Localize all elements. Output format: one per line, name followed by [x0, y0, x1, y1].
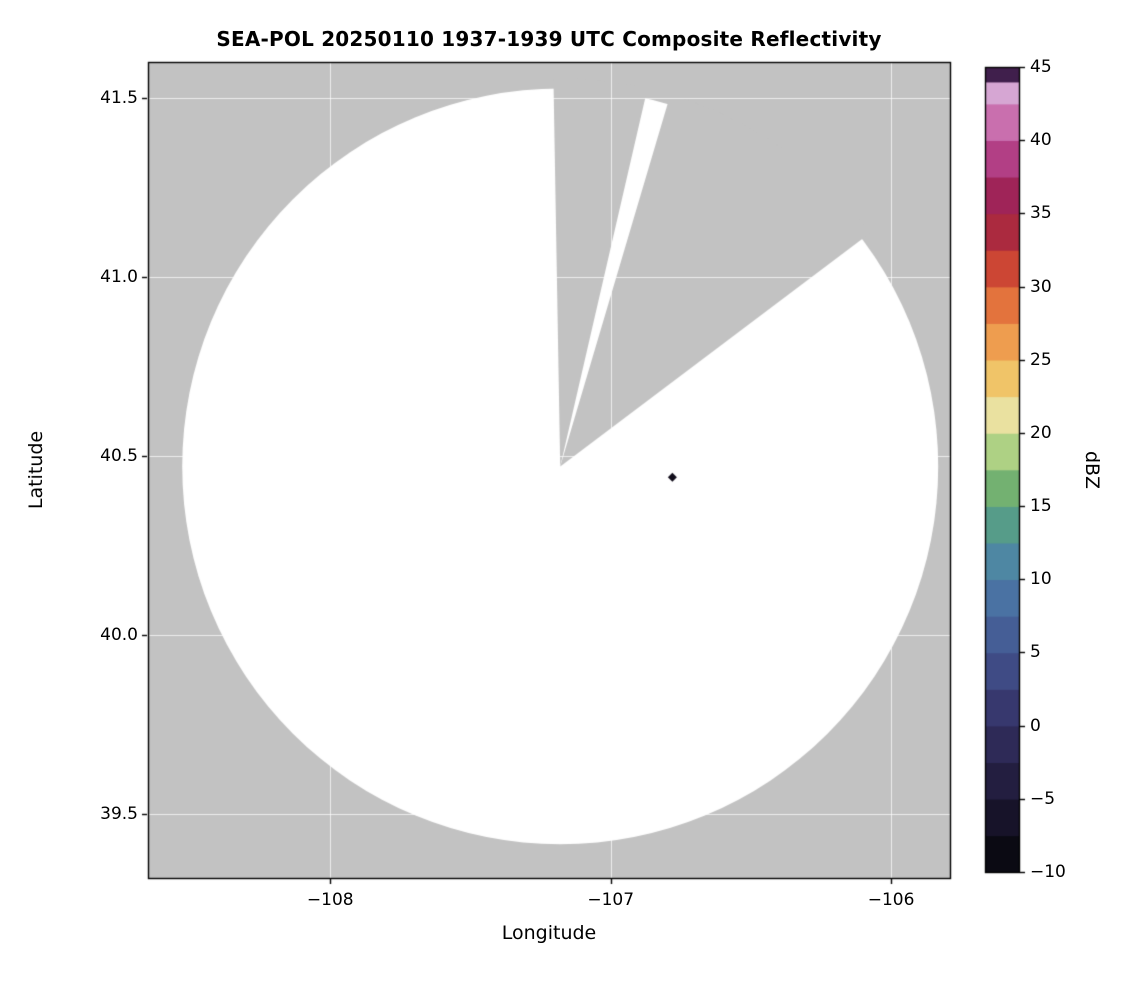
colorbar-tick-label-30: 30 — [1030, 276, 1052, 297]
colorbar-tick-label-40: 40 — [1030, 130, 1052, 151]
colorbar-tick-label-45: 45 — [1030, 57, 1052, 77]
colorbar-tick-label-0: 0 — [1030, 715, 1041, 736]
colorbar-tick-label-10: 10 — [1030, 569, 1052, 590]
colorbar-tick-label--5: −5 — [1030, 788, 1056, 809]
y-tick-label-41.5: 41.5 — [100, 87, 138, 108]
y-axis-label: Latitude — [25, 430, 47, 510]
chart-title: SEA-POL 20250110 1937-1939 UTC Composite… — [216, 27, 882, 51]
y-tick-label-40: 40.0 — [100, 624, 138, 645]
colorbar-tick-label-20: 20 — [1030, 422, 1052, 443]
y-tick-label-41: 41.0 — [100, 266, 138, 287]
colorbar-tick-label-15: 15 — [1030, 496, 1052, 517]
y-tick-label-39.5: 39.5 — [100, 803, 138, 824]
x-tick-label--107: −107 — [587, 890, 635, 910]
x-axis-label: Longitude — [501, 922, 597, 944]
colorbar-tick-label--10: −10 — [1030, 862, 1066, 882]
y-tick-label-40.5: 40.5 — [100, 445, 138, 466]
colorbar-tick-label-35: 35 — [1030, 203, 1052, 224]
colorbar-tick-label-5: 5 — [1030, 642, 1041, 663]
x-tick-label--106: −106 — [867, 890, 915, 910]
x-tick-label--108: −108 — [306, 890, 354, 910]
colorbar-tick-label-25: 25 — [1030, 349, 1052, 370]
colorbar-axis-label: dBZ — [1081, 450, 1103, 490]
